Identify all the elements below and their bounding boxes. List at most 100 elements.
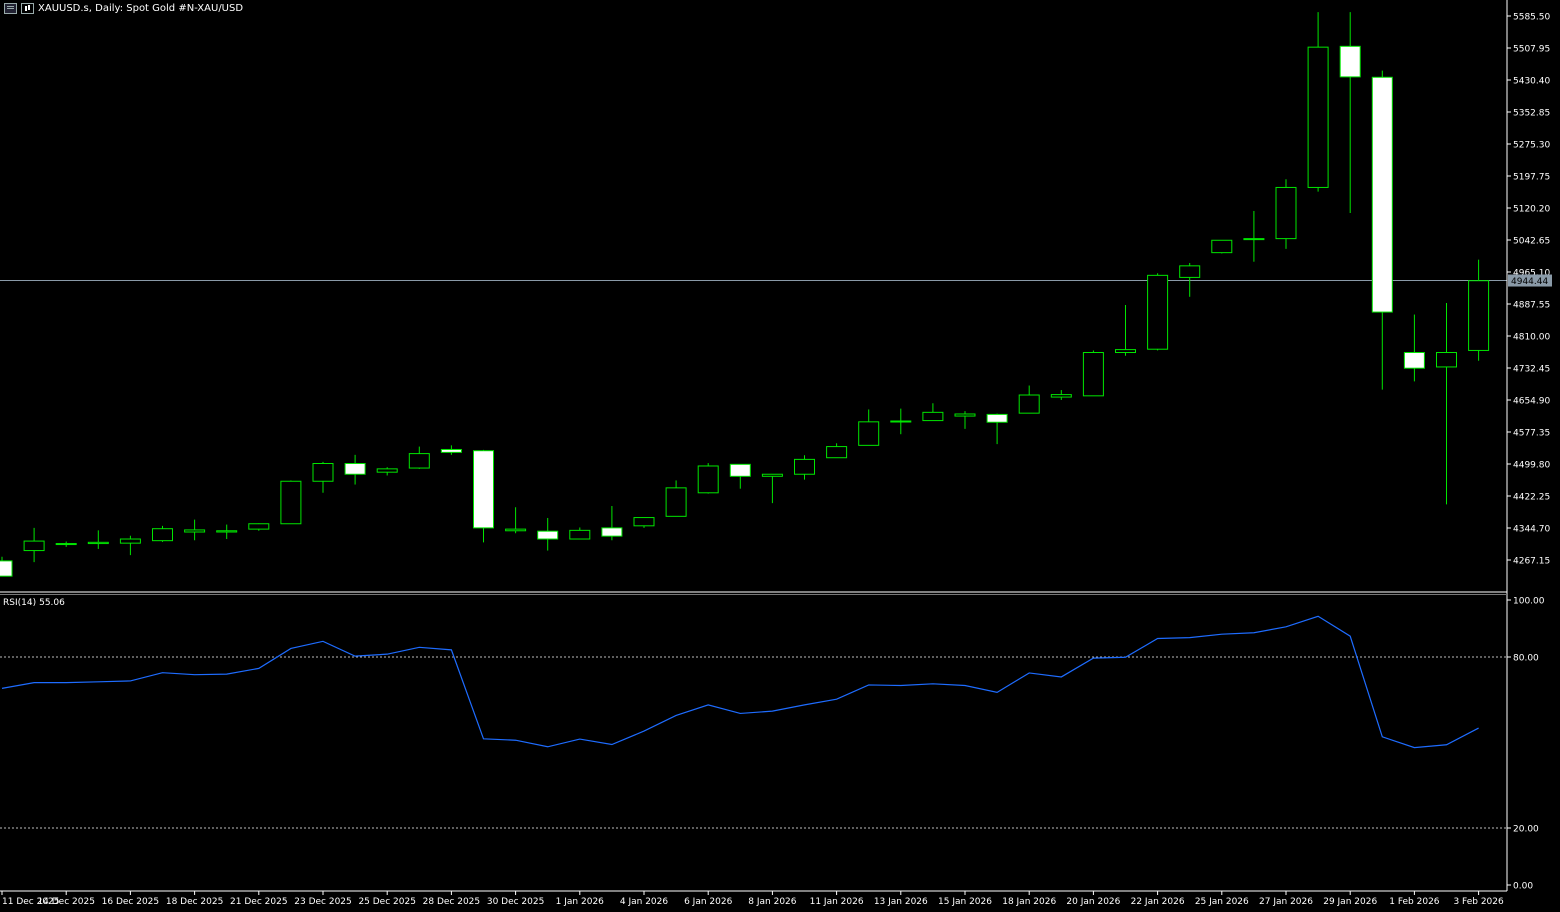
candle-body: [1147, 274, 1169, 350]
time-tick-label: 20 Jan 2026: [1066, 897, 1120, 907]
time-tick-label: 4 Jan 2026: [620, 897, 668, 907]
candle: [473, 449, 494, 543]
candle: [890, 408, 912, 435]
candle-body: [1211, 239, 1233, 254]
candle-body: [505, 528, 527, 532]
candle: [1275, 179, 1297, 249]
candle: [1339, 12, 1361, 214]
candle-body: [473, 450, 494, 529]
price-tick-label: 5430.40: [1513, 77, 1550, 87]
price-tick-label: 4887.55: [1513, 301, 1550, 311]
candle: [794, 455, 815, 480]
candle: [505, 507, 527, 534]
candle: [537, 517, 559, 551]
candle: [729, 463, 751, 489]
candle-body: [280, 480, 302, 525]
time-tick-label: 25 Jan 2026: [1195, 897, 1249, 907]
candle-body: [1018, 394, 1040, 414]
price-tick-label: 4732.45: [1513, 365, 1550, 375]
candle: [312, 461, 334, 493]
time-tick-label: 27 Jan 2026: [1259, 897, 1313, 907]
candle-body: [376, 468, 398, 473]
time-tick-label: 1 Jan 2026: [556, 897, 604, 907]
candle: [858, 409, 880, 446]
candle: [922, 403, 944, 422]
candle: [954, 411, 976, 429]
time-tick-label: 30 Dec 2025: [487, 897, 545, 907]
candle-body: [1050, 394, 1072, 398]
time-tick-label: 14 Dec 2025: [37, 897, 95, 907]
candle-body: [537, 530, 559, 540]
rsi-line: [1, 615, 1479, 749]
chart-type-icon[interactable]: [21, 3, 34, 14]
candle-body: [569, 529, 591, 540]
price-tick-label: 4267.15: [1513, 557, 1550, 567]
price-tick-label: 5275.30: [1513, 141, 1550, 151]
candle: [1050, 390, 1072, 400]
candle-body: [601, 527, 623, 537]
candle-body: [1307, 46, 1329, 188]
candle: [1147, 273, 1169, 351]
candle: [344, 454, 366, 485]
candle: [1436, 302, 1457, 505]
candle: [23, 527, 45, 563]
candle-body: [729, 463, 751, 477]
time-tick-label: 23 Dec 2025: [294, 897, 352, 907]
candle: [119, 535, 141, 556]
candle-body: [761, 473, 783, 477]
candle: [1468, 259, 1490, 361]
candle-body: [152, 528, 173, 542]
candle-body: [408, 453, 430, 469]
candle-body: [890, 420, 912, 423]
candle-body: [344, 463, 366, 475]
time-tick-label: 11 Dec 2025: [2, 897, 60, 907]
candle-body: [1371, 76, 1393, 313]
candle-body: [184, 529, 206, 533]
rsi-tick-label: 0.00: [1513, 882, 1533, 892]
price-tick-label: 4422.25: [1513, 493, 1550, 503]
rsi-tick-label: 80.00: [1513, 654, 1539, 664]
candle: [87, 530, 109, 549]
candle-body: [954, 413, 976, 417]
price-tick-label: 5120.20: [1513, 205, 1550, 215]
candle: [0, 556, 13, 577]
price-tick-label: 5042.65: [1513, 237, 1550, 247]
candle-body: [216, 530, 238, 533]
candle-body: [794, 458, 815, 475]
current-price-box: [1508, 274, 1552, 287]
candle-body: [1403, 352, 1425, 369]
price-tick-label: 5585.50: [1513, 13, 1550, 23]
price-tick-label: 4344.70: [1513, 525, 1550, 535]
candle-body: [1339, 45, 1361, 78]
candle-body: [1275, 186, 1297, 240]
candle: [569, 527, 591, 540]
rsi-value: 55.06: [39, 598, 65, 608]
candle-body: [1468, 280, 1490, 351]
candle-body: [697, 465, 719, 494]
candle: [1018, 385, 1040, 414]
price-tick-label: 4965.10: [1513, 269, 1550, 279]
candle-body: [922, 411, 944, 422]
candle: [761, 473, 783, 504]
window-menu-icon[interactable]: [4, 3, 17, 14]
rsi-header: RSI(14) 55.06: [3, 598, 68, 608]
time-tick-label: 22 Jan 2026: [1131, 897, 1185, 907]
candle: [376, 467, 398, 476]
time-tick-label: 11 Jan 2026: [810, 897, 864, 907]
candle-body: [312, 463, 334, 482]
candle-body: [665, 487, 687, 517]
candle-body: [1082, 352, 1104, 397]
candle: [826, 443, 848, 459]
price-tick-label: 5352.85: [1513, 109, 1550, 119]
candle-body: [0, 560, 13, 577]
candle-body: [1179, 265, 1201, 278]
price-tick-label: 5197.75: [1513, 173, 1550, 183]
candle-body: [440, 448, 462, 453]
rsi-pane: [0, 615, 1507, 829]
chart-header: XAUUSD.s, Daily: Spot Gold #N-XAU/USD: [4, 3, 243, 14]
price-tick-label: 5507.95: [1513, 45, 1550, 55]
time-tick-label: 1 Feb 2026: [1389, 897, 1440, 907]
candle-body: [23, 540, 45, 552]
rsi-name: RSI(14): [3, 598, 37, 608]
candle: [1211, 239, 1233, 254]
